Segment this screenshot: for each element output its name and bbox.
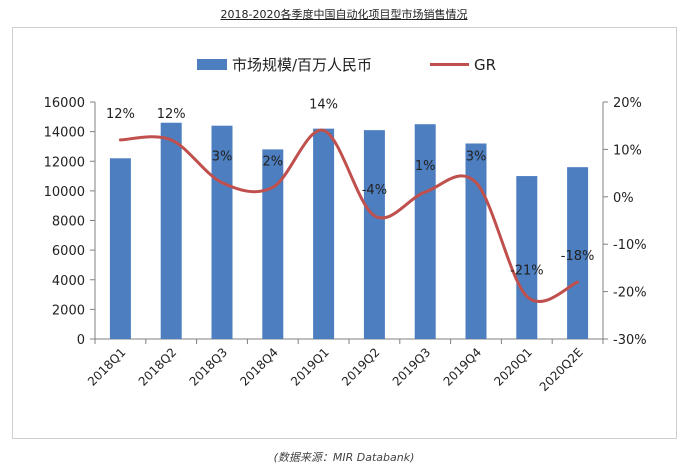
y-right-tick-label: 0%: [613, 191, 634, 206]
gr-data-label: 14%: [309, 97, 338, 112]
axes: 0 2000 4000 6000 8000 10000 12000 14000 16000 -30…: [44, 96, 647, 394]
y-left-tick-label: 8000: [52, 215, 85, 230]
gr-data-label: -18%: [561, 249, 595, 264]
x-tick-label: 2018Q4: [237, 345, 281, 389]
gr-data-label: -4%: [362, 183, 387, 198]
bar: [160, 122, 182, 339]
x-tick-label: 2019Q1: [288, 345, 332, 389]
source-note: (数据来源：MIR Databank): [273, 451, 415, 464]
legend: 市场规模/百万人民币 GR: [197, 56, 496, 74]
bars: [109, 122, 589, 339]
bar: [109, 158, 131, 339]
bar: [363, 130, 385, 339]
gr-data-label: 12%: [106, 107, 135, 122]
y-left-tick-label: 2000: [52, 303, 85, 318]
legend-line-label: GR: [474, 56, 496, 74]
x-tick-label: 2019Q4: [441, 345, 485, 389]
x-tick-label: 2019Q3: [390, 345, 434, 389]
y-left-tick-label: 6000: [52, 244, 85, 259]
y-right-tick-label: 20%: [613, 96, 642, 111]
bar: [567, 167, 589, 339]
y-left-tick-label: 14000: [44, 126, 85, 141]
x-tick-label: 2018Q3: [187, 345, 231, 389]
x-tick-label: 2018Q2: [136, 345, 180, 389]
y-left-tick-label: 0: [77, 333, 85, 348]
bar: [313, 128, 335, 339]
gr-data-label: 2%: [262, 154, 283, 169]
gr-line-path: [118, 128, 580, 303]
gr-data-label: 3%: [466, 150, 487, 165]
legend-bar-swatch: [197, 59, 227, 70]
gr-data-label: 3%: [212, 150, 233, 165]
bar: [465, 143, 487, 339]
y-right-tick-label: -10%: [613, 238, 647, 253]
y-left-tick-label: 10000: [44, 185, 85, 200]
legend-bar-label: 市场规模/百万人民币: [232, 56, 372, 74]
bar: [262, 149, 284, 339]
gr-data-label: -21%: [510, 263, 544, 278]
x-tick-label: 2018Q1: [85, 345, 129, 389]
y-left-tick-label: 12000: [44, 155, 85, 170]
gr-data-label: 1%: [415, 159, 436, 174]
x-tick-label: 2020Q2E: [537, 345, 586, 394]
gr-data-label: 12%: [157, 107, 186, 122]
x-tick-label: 2020Q1: [491, 345, 535, 389]
data-labels: 12% 12% 3% 2% 14% -4% 1% 3% -21% -18%: [106, 97, 594, 278]
y-left-tick-label: 16000: [44, 96, 85, 111]
y-right-tick-label: -20%: [613, 286, 647, 301]
x-tick-label: 2019Q2: [339, 345, 383, 389]
y-right-tick-label: -30%: [613, 333, 647, 348]
chart-title: 2018-2020各季度中国自动化项目型市场销售情况: [220, 8, 468, 21]
y-right-tick-label: 10%: [613, 143, 642, 158]
y-left-tick-label: 4000: [52, 274, 85, 289]
gr-line: [118, 128, 580, 303]
bar: [414, 124, 436, 339]
bar: [516, 176, 538, 339]
